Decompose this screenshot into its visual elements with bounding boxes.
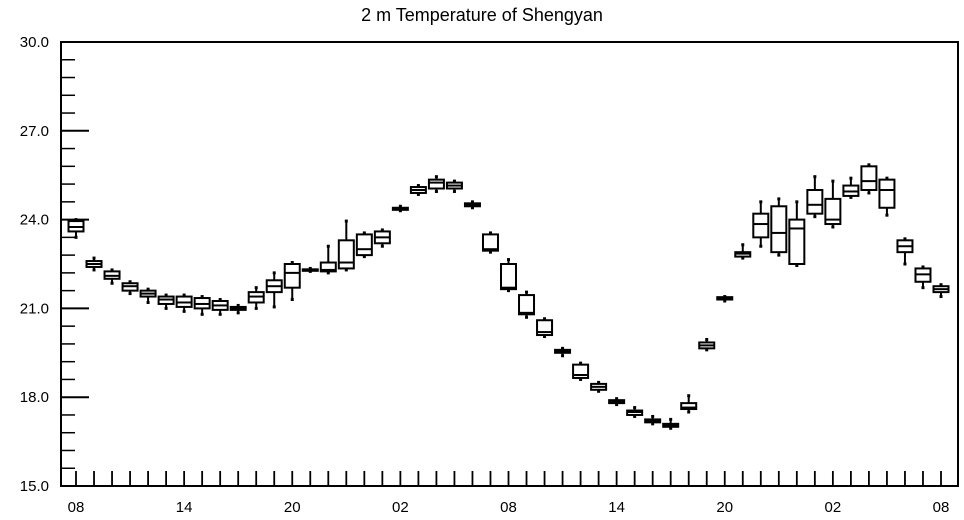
iqr-box bbox=[680, 402, 698, 411]
y-tick-label: 30.0 bbox=[20, 34, 49, 51]
box-hour-0 bbox=[67, 218, 85, 239]
x-tick-label: 14 bbox=[608, 499, 625, 516]
box-hour-2 bbox=[103, 268, 121, 285]
x-tick-label: 02 bbox=[392, 499, 409, 516]
x-tick-label: 08 bbox=[68, 499, 85, 516]
box-hour-1 bbox=[85, 256, 103, 272]
box-hour-36 bbox=[716, 295, 734, 303]
iqr-box bbox=[283, 263, 301, 289]
x-tick-label: 08 bbox=[933, 499, 950, 516]
box-hour-33 bbox=[662, 417, 680, 430]
box-series bbox=[67, 163, 950, 430]
box-hour-14 bbox=[319, 244, 337, 275]
box-hour-39 bbox=[770, 197, 788, 257]
box-hour-40 bbox=[788, 200, 806, 267]
box-hour-18 bbox=[391, 204, 409, 213]
x-tick-label: 20 bbox=[284, 499, 301, 516]
box-hour-9 bbox=[229, 303, 247, 315]
box-hour-5 bbox=[157, 293, 175, 310]
y-tick-label: 21.0 bbox=[20, 300, 49, 317]
iqr-box bbox=[860, 165, 878, 192]
box-hour-41 bbox=[806, 175, 824, 219]
box-hour-44 bbox=[860, 163, 878, 195]
plot-frame bbox=[60, 41, 959, 487]
box-hour-3 bbox=[121, 280, 139, 296]
y-tick-label: 27.0 bbox=[20, 123, 49, 140]
box-hour-38 bbox=[752, 200, 770, 248]
box-hour-11 bbox=[265, 271, 283, 309]
box-hour-17 bbox=[373, 228, 391, 248]
y-axis: 15.0 18.0 21.0 24.0 27.0 30.0 bbox=[20, 34, 89, 495]
box-hour-10 bbox=[247, 286, 265, 310]
x-tick-label: 08 bbox=[500, 499, 517, 516]
box-hour-47 bbox=[914, 265, 932, 290]
box-hour-13 bbox=[301, 266, 319, 273]
x-axis: 08 14 20 02 08 14 20 02 08 bbox=[68, 471, 950, 516]
box-hour-30 bbox=[608, 397, 626, 407]
iqr-box bbox=[319, 261, 337, 273]
box-hour-46 bbox=[896, 237, 914, 266]
chart-title: 2 m Temperature of Shengyan bbox=[361, 5, 603, 25]
box-hour-20 bbox=[427, 175, 445, 193]
iqr-box bbox=[788, 218, 806, 266]
iqr-box bbox=[806, 189, 824, 215]
box-hour-34 bbox=[680, 394, 698, 414]
iqr-box bbox=[770, 205, 788, 254]
box-hour-42 bbox=[824, 179, 842, 229]
box-hour-7 bbox=[193, 295, 211, 316]
y-tick-label: 18.0 bbox=[20, 389, 49, 406]
y-tick-label: 15.0 bbox=[20, 478, 49, 495]
iqr-box bbox=[752, 212, 770, 239]
box-hour-45 bbox=[878, 176, 896, 217]
x-tick-label: 14 bbox=[176, 499, 193, 516]
box-hour-31 bbox=[626, 406, 644, 418]
iqr-box bbox=[481, 233, 499, 252]
box-hour-37 bbox=[734, 243, 752, 260]
box-hour-25 bbox=[518, 290, 536, 319]
iqr-box bbox=[878, 178, 896, 209]
box-hour-28 bbox=[572, 361, 590, 381]
x-tick-label: 02 bbox=[825, 499, 842, 516]
iqr-box bbox=[355, 233, 373, 257]
box-hour-27 bbox=[554, 346, 572, 358]
box-hour-8 bbox=[211, 298, 229, 316]
box-hour-21 bbox=[445, 179, 463, 193]
box-hour-15 bbox=[337, 219, 355, 272]
iqr-box bbox=[337, 239, 355, 270]
box-hour-29 bbox=[590, 380, 608, 393]
iqr-box bbox=[518, 294, 536, 316]
box-hour-26 bbox=[536, 317, 554, 339]
box-hour-16 bbox=[355, 231, 373, 259]
box-hour-35 bbox=[698, 337, 716, 352]
box-hour-4 bbox=[139, 287, 157, 304]
box-hour-24 bbox=[500, 258, 517, 293]
box-hour-19 bbox=[409, 184, 427, 196]
y-tick-label: 24.0 bbox=[20, 212, 49, 229]
box-hour-32 bbox=[644, 414, 662, 426]
box-hour-43 bbox=[842, 176, 860, 199]
box-hour-23 bbox=[481, 231, 499, 254]
x-tick-label: 20 bbox=[716, 499, 733, 516]
box-hour-48 bbox=[932, 283, 950, 299]
iqr-box bbox=[427, 178, 445, 190]
iqr-box bbox=[824, 197, 842, 226]
box-hour-12 bbox=[283, 261, 301, 302]
box-hour-22 bbox=[463, 200, 481, 210]
iqr-box bbox=[500, 263, 517, 291]
box-hour-6 bbox=[175, 293, 193, 313]
